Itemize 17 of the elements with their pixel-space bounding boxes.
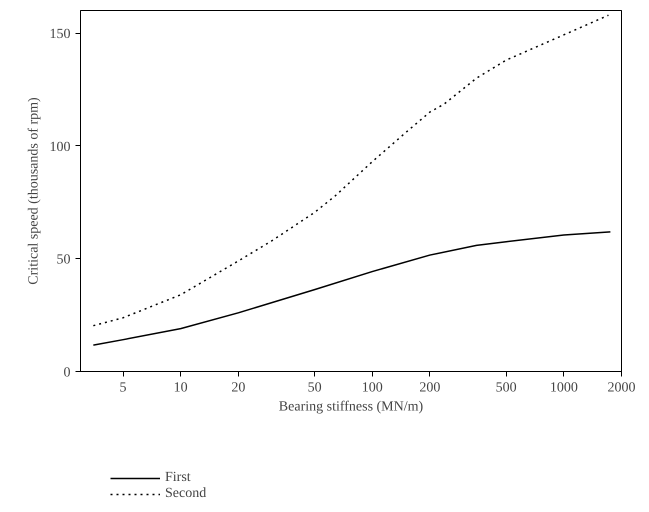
- x-tick-label: 10: [174, 380, 188, 396]
- x-tick-label: 100: [362, 380, 383, 396]
- x-tick-label: 20: [231, 380, 246, 396]
- y-tick-label: 0: [64, 366, 70, 380]
- y-tick-label: 50: [56, 252, 70, 268]
- x-tick-label: 200: [419, 380, 440, 396]
- x-tick-label: 50: [308, 380, 322, 396]
- y-tick-label: 100: [50, 140, 70, 155]
- x-tick-label: 1000: [550, 380, 578, 396]
- y-axis-title: Critical speed (thousands of rpm): [26, 96, 42, 285]
- legend-label: First: [165, 470, 191, 486]
- y-tick-label: 150: [50, 27, 70, 42]
- x-tick-label: 2000: [608, 380, 636, 396]
- x-tick-label: 5: [120, 380, 126, 396]
- legend-label: Second: [165, 486, 206, 502]
- x-axis-title: Bearing stiffness (MN/m): [278, 400, 424, 414]
- x-tick-label: 500: [496, 380, 517, 396]
